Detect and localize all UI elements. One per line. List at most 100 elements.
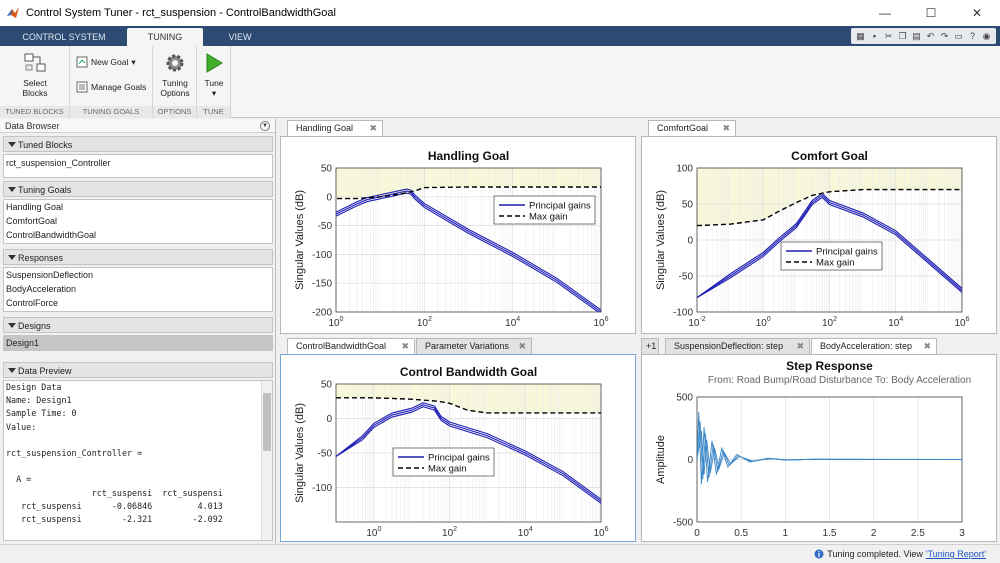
close-icon[interactable]: ✖: [796, 341, 804, 351]
list-item[interactable]: Handling Goal: [6, 202, 64, 212]
chart-title: Handling Goal: [428, 149, 509, 163]
list-item[interactable]: rct_suspension_Controller: [6, 158, 111, 168]
list-item[interactable]: ControlForce: [6, 298, 59, 308]
handling-goal-figure: 100 102 104 106 50 0 -50 -100 -150 -200 Handling G…: [280, 136, 636, 334]
help-icon[interactable]: ?: [969, 31, 975, 41]
preview-line: Sample Time: 0: [6, 408, 77, 419]
tuning-options-label-2: Options: [160, 88, 190, 98]
y-tick-label: -100: [312, 483, 332, 494]
section-data-preview-header[interactable]: Data Preview: [3, 362, 273, 378]
tune-dropdown-icon: ▾: [211, 88, 217, 98]
minimize-button[interactable]: —: [879, 6, 891, 20]
y-tick-label: -100: [673, 308, 693, 319]
undo-icon[interactable]: ↶: [926, 30, 935, 41]
window-icon[interactable]: ▭: [954, 30, 963, 41]
tab-control-system[interactable]: CONTROL SYSTEM: [22, 32, 106, 42]
new-goal-button[interactable]: New Goal ▾: [76, 56, 136, 68]
preview-scrollbar[interactable]: [261, 381, 272, 540]
list-item[interactable]: Design1: [4, 336, 272, 350]
tune-label: Tune: [204, 78, 224, 88]
section-responses-header[interactable]: Responses: [3, 249, 273, 265]
tab-comfort-goal-label: ComfortGoal: [657, 123, 709, 133]
manage-goals-button[interactable]: Manage Goals: [76, 81, 146, 93]
status-message: Tuning completed. View: [827, 549, 923, 559]
y-tick-label: 0: [326, 414, 332, 425]
legend-box: [493, 195, 596, 225]
close-icon[interactable]: ✖: [518, 341, 526, 351]
gear-icon: [166, 54, 184, 72]
close-icon[interactable]: ✖: [722, 123, 730, 133]
series-line-max-gain: [697, 188, 962, 227]
cut-icon[interactable]: ✂: [884, 30, 893, 41]
y-tick-label: 0: [326, 192, 332, 203]
select-blocks-button[interactable]: Select Blocks: [10, 52, 60, 98]
close-icon[interactable]: ✖: [369, 123, 377, 133]
section-tuned-blocks-header[interactable]: Tuned Blocks: [3, 136, 273, 152]
close-icon[interactable]: ✖: [401, 341, 409, 351]
tuned-blocks-list: rct_suspension_Controller: [3, 154, 273, 178]
section-tuning-goals-header[interactable]: Tuning Goals: [3, 181, 273, 197]
tab-tuning[interactable]: TUNING: [127, 28, 203, 46]
data-preview-text: Design Data Name: Design1 Sample Time: 0 Va…: [3, 380, 273, 541]
collapse-icon[interactable]: ▼: [260, 121, 270, 131]
y-tick-label: -50: [318, 221, 333, 232]
tab-parameter-variations[interactable]: Parameter Variations ✖: [416, 338, 532, 354]
tab-body-acceleration-step[interactable]: BodyAcceleration: step ✖: [811, 338, 937, 354]
scrollbar-thumb[interactable]: [263, 393, 271, 451]
x-tick-label: 2: [871, 528, 877, 539]
tab-handling-goal[interactable]: Handling Goal ✖: [287, 120, 383, 136]
copy-icon[interactable]: ❐: [898, 30, 907, 41]
x-tick-label: 106: [954, 316, 969, 329]
preview-line: Value:: [6, 421, 37, 432]
axes-box: [335, 383, 602, 523]
y-tick-label: -50: [318, 449, 333, 460]
info-icon: [814, 549, 824, 559]
control-bandwidth-chart: 100 102 104 106 50 0 -50 -100 Control Bandwidth …: [294, 365, 609, 539]
series-line-principal-gains: [336, 402, 601, 500]
tab-control-bandwidth-goal[interactable]: ControlBandwidthGoal ✖: [287, 338, 415, 354]
redo-icon[interactable]: ↷: [940, 30, 949, 41]
tab-overflow-badge[interactable]: +1: [641, 338, 659, 354]
list-item[interactable]: SuspensionDeflection: [6, 270, 94, 280]
y-axis-label: Singular Values (dB): [294, 403, 306, 503]
chart-title: Control Bandwidth Goal: [400, 365, 537, 379]
save-icon[interactable]: ▪: [872, 31, 877, 41]
list-item[interactable]: ComfortGoal: [6, 216, 58, 226]
tune-button[interactable]: Tune ▾: [199, 52, 229, 98]
close-icon[interactable]: ✖: [923, 341, 931, 351]
tab-view[interactable]: VIEW: [228, 32, 252, 42]
list-item[interactable]: BodyAcceleration: [6, 284, 77, 294]
series-line-principal-gains: [697, 192, 962, 299]
x-tick-label: 1: [783, 528, 789, 539]
section-designs-header[interactable]: Designs: [3, 317, 273, 333]
tab-suspension-deflection-step[interactable]: SuspensionDeflection: step ✖: [665, 338, 810, 354]
control-bandwidth-figure: 100 102 104 106 50 0 -50 -100 Control Bandwidth …: [280, 354, 636, 542]
maximize-button[interactable]: ☐: [925, 6, 937, 20]
y-tick-label: -200: [312, 308, 332, 319]
group-tuned-blocks: Select Blocks TUNED BLOCKS: [0, 46, 70, 118]
series-line-principal-gains: [697, 196, 962, 299]
y-tick-label: -500: [673, 518, 693, 529]
x-tick-label: 102: [822, 316, 837, 329]
legend-entry: Principal gains: [816, 247, 878, 258]
list-item[interactable]: ControlBandwidthGoal: [6, 230, 97, 240]
responses-list: SuspensionDeflection BodyAcceleration Co…: [3, 267, 273, 312]
chart-title: Step Response: [786, 359, 873, 373]
x-tick-exponent: -2: [699, 316, 705, 323]
close-button[interactable]: ✕: [971, 6, 983, 20]
y-tick-label: -100: [312, 250, 332, 261]
y-tick-label: 0: [687, 455, 693, 466]
paste-icon[interactable]: ▤: [912, 30, 921, 41]
preview-line: [6, 460, 272, 473]
tuning-options-button[interactable]: Tuning Options: [155, 52, 195, 98]
tuning-report-link[interactable]: 'Tuning Report': [925, 549, 986, 559]
tab-comfort-goal[interactable]: ComfortGoal ✖: [648, 120, 736, 136]
layout-icon[interactable]: ▦: [856, 30, 865, 41]
preview-line: rct_suspension_Controller =: [6, 448, 143, 459]
legend-entry: Principal gains: [529, 201, 591, 212]
expand-icon[interactable]: ◉: [982, 30, 991, 41]
new-goal-icon: [76, 56, 88, 68]
x-tick-label: 100: [756, 316, 771, 329]
